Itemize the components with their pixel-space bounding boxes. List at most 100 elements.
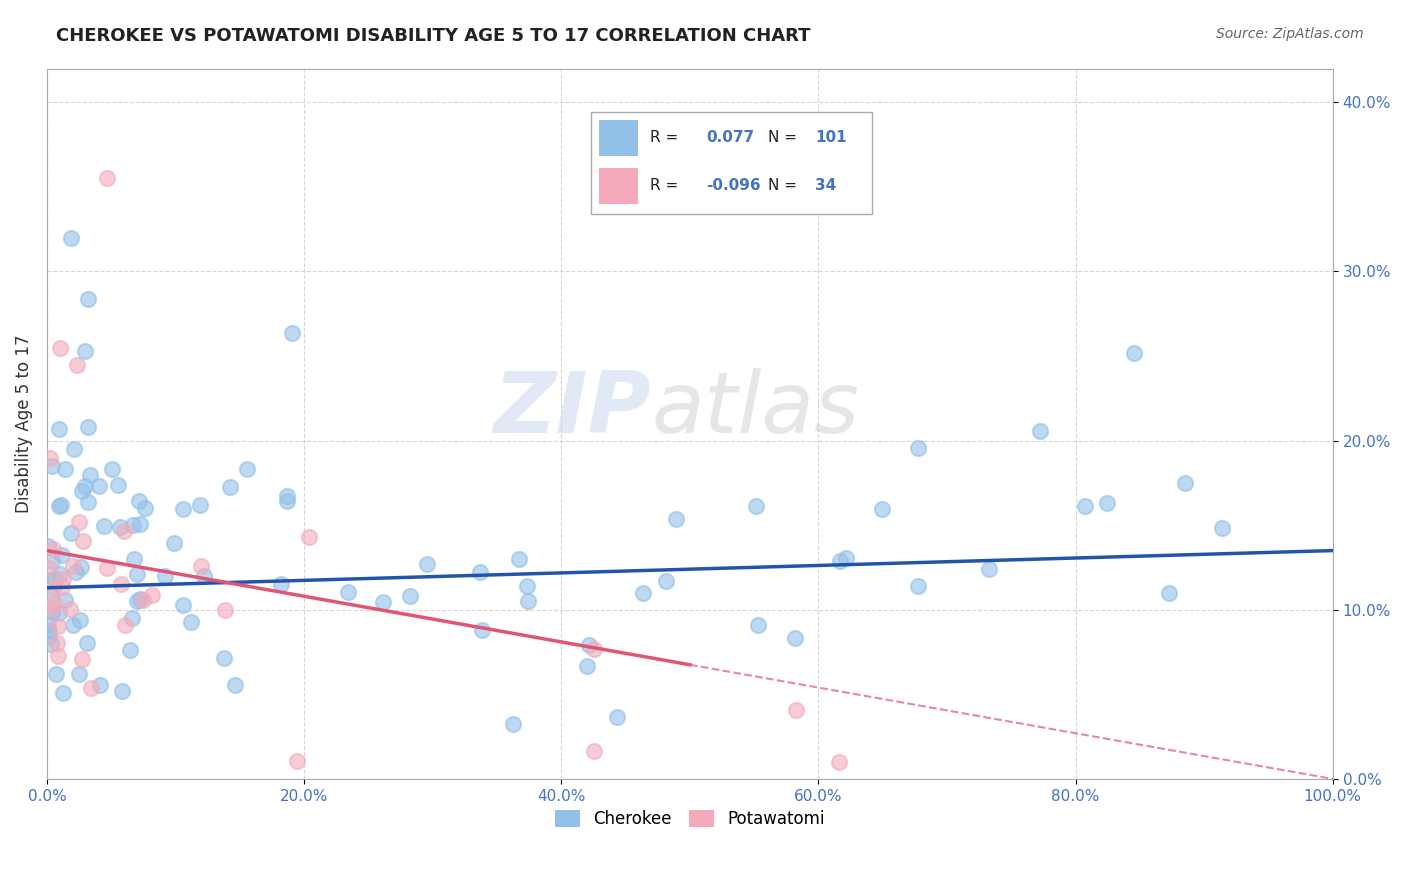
Point: [60, 230, 83, 244]
Point: [45, 667, 67, 681]
Point: [52, 685, 75, 699]
Point: [127, 567, 149, 582]
Point: [72, 533, 94, 548]
Point: [337, 585, 360, 599]
Point: [48, 422, 70, 436]
Point: [41, 600, 63, 615]
Point: [52, 572, 75, 586]
Legend: Cherokee, Potawatomi: Cherokee, Potawatomi: [548, 803, 831, 835]
Point: [517, 594, 540, 608]
Point: [298, 529, 321, 543]
Text: ZIP: ZIP: [494, 368, 651, 451]
Point: [180, 615, 202, 630]
Point: [41, 458, 63, 473]
Point: [468, 566, 491, 580]
Point: [42, 581, 65, 595]
Point: [828, 554, 851, 568]
Y-axis label: Disability Age 5 to 17: Disability Age 5 to 17: [15, 334, 32, 513]
Point: [276, 493, 298, 508]
Text: N =: N =: [768, 178, 797, 194]
Point: [75, 343, 97, 358]
Point: [578, 638, 600, 652]
Point: [100, 462, 122, 476]
Point: [665, 512, 688, 526]
Point: [70, 484, 93, 499]
Point: [783, 631, 806, 645]
Point: [107, 478, 129, 492]
Point: [1123, 345, 1146, 359]
Point: [48, 607, 70, 621]
Point: [134, 500, 156, 515]
Point: [96, 561, 118, 575]
Point: [576, 659, 599, 673]
Point: [93, 518, 115, 533]
Point: [110, 577, 132, 591]
Point: [281, 326, 304, 340]
Point: [121, 611, 143, 625]
Point: [51, 548, 73, 562]
Point: [163, 536, 186, 550]
Point: [508, 551, 530, 566]
Point: [399, 589, 422, 603]
Point: [38, 560, 60, 574]
Point: [122, 552, 145, 566]
Point: [38, 629, 60, 643]
Bar: [599, 120, 638, 155]
Point: [1211, 521, 1233, 535]
Point: [49, 567, 72, 582]
Point: [114, 524, 136, 539]
Point: [89, 677, 111, 691]
Point: [46, 618, 69, 632]
Point: [77, 419, 100, 434]
Point: [907, 441, 929, 455]
Point: [41, 554, 63, 568]
Point: [62, 558, 84, 573]
Point: [1174, 475, 1197, 490]
Point: [39, 450, 62, 465]
Point: [89, 479, 111, 493]
Point: [1157, 585, 1180, 599]
Point: [53, 593, 76, 607]
Point: [172, 599, 194, 613]
Point: [285, 754, 308, 768]
Point: [111, 684, 134, 698]
Point: [96, 171, 118, 186]
Point: [785, 703, 807, 717]
Point: [76, 636, 98, 650]
Point: [214, 603, 236, 617]
Text: 0.077: 0.077: [706, 130, 754, 145]
Point: [110, 520, 132, 534]
Point: [128, 517, 150, 532]
Point: [654, 574, 676, 589]
Point: [582, 641, 605, 656]
Bar: [599, 168, 638, 204]
Point: [41, 605, 63, 619]
Point: [129, 592, 152, 607]
Point: [118, 643, 141, 657]
Point: [42, 542, 65, 557]
Point: [828, 755, 851, 769]
Point: [42, 595, 65, 609]
Point: [48, 648, 70, 663]
Text: 34: 34: [815, 178, 837, 194]
Point: [373, 595, 395, 609]
Point: [471, 623, 494, 637]
Point: [75, 478, 97, 492]
Point: [62, 618, 84, 632]
Text: R =: R =: [650, 178, 678, 194]
Point: [153, 569, 176, 583]
FancyBboxPatch shape: [591, 112, 872, 214]
Point: [45, 636, 67, 650]
Point: [172, 502, 194, 516]
Point: [60, 526, 83, 541]
Point: [69, 613, 91, 627]
Point: [1073, 500, 1095, 514]
Point: [72, 652, 94, 666]
Point: [49, 498, 72, 512]
Point: [70, 560, 93, 574]
Point: [77, 292, 100, 306]
Point: [38, 573, 60, 587]
Point: [128, 494, 150, 508]
Text: atlas: atlas: [651, 368, 859, 451]
Point: [835, 550, 858, 565]
